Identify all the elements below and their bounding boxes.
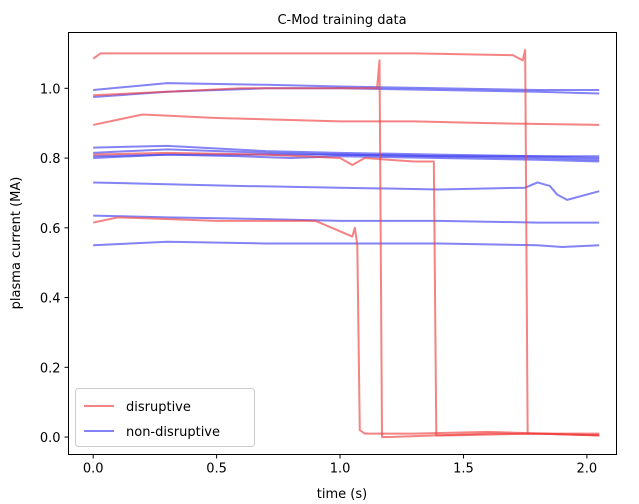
y-tick-label: 0.6 xyxy=(40,222,61,237)
y-tick-label: 0.8 xyxy=(40,152,61,167)
x-tick-label: 2.0 xyxy=(577,462,598,477)
plot-frame xyxy=(68,32,617,455)
disruptive-series-line xyxy=(92,113,600,126)
x-tick-label: 0.0 xyxy=(83,462,104,477)
x-tick-label: 1.5 xyxy=(453,462,474,477)
non-disruptive-series-line xyxy=(93,240,600,248)
x-axis-label: time (s) xyxy=(317,487,367,502)
disruptive-series-line xyxy=(93,151,600,437)
plot-area xyxy=(92,48,600,439)
non-disruptive-series-line xyxy=(93,181,600,201)
non-disruptive-series-line xyxy=(93,82,600,92)
chart-title: C-Mod training data xyxy=(277,13,406,28)
y-tick-label: 0.2 xyxy=(40,361,61,376)
disruptive-series-line xyxy=(93,59,600,439)
legend-box xyxy=(75,388,255,447)
x-axis: 0.0 0.5 1.0 1.5 2.0 xyxy=(83,454,598,477)
y-axis: 0.0 0.2 0.4 0.6 0.8 1.0 xyxy=(40,82,69,446)
y-tick-label: 1.0 xyxy=(40,82,61,97)
x-tick-label: 0.5 xyxy=(206,462,227,477)
y-tick-label: 0.0 xyxy=(40,431,61,446)
y-axis-label: plasma current (MA) xyxy=(9,177,24,310)
legend-label-non-disruptive: non-disruptive xyxy=(126,425,220,440)
non-disruptive-series-line xyxy=(93,214,600,224)
legend: disruptive non-disruptive xyxy=(75,388,255,447)
legend-label-disruptive: disruptive xyxy=(126,400,191,415)
y-tick-label: 0.4 xyxy=(40,292,61,307)
disruptive-series-line xyxy=(92,216,600,437)
x-tick-label: 1.0 xyxy=(330,462,351,477)
